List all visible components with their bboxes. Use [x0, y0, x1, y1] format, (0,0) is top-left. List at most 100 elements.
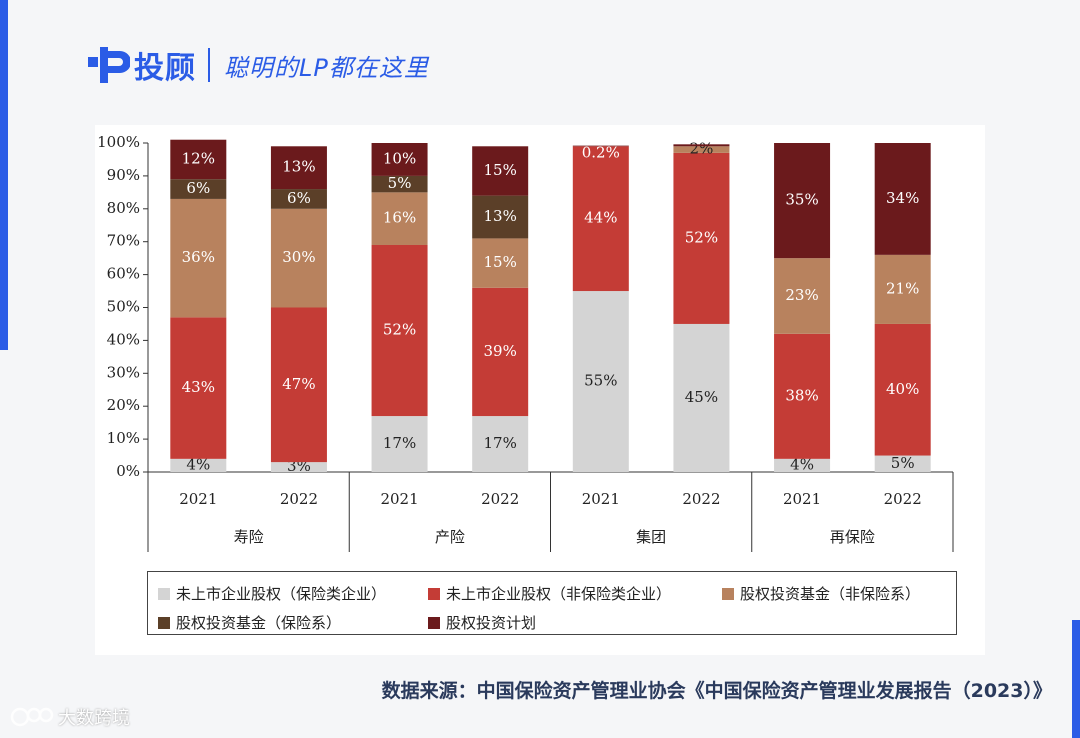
bar-data-label: 38%	[785, 386, 818, 404]
bar-segment	[673, 323, 730, 472]
bar-data-label: 23%	[785, 286, 818, 304]
bar-data-label: 15%	[484, 161, 517, 179]
chart-legend: 未上市企业股权（保险类企业） 未上市企业股权（非保险类企业） 股权投资基金（非保险系…	[147, 571, 957, 635]
legend-label: 股权投资基金（非保险系）	[740, 585, 921, 603]
watermark-text: 大数跨境	[58, 708, 130, 729]
y-tick-label: 0%	[116, 462, 140, 480]
bar-data-label: 40%	[886, 380, 919, 398]
bar-segment	[472, 287, 529, 417]
legend-item: 未上市企业股权（保险类企业）	[158, 583, 386, 604]
bar-data-label: 4%	[186, 455, 210, 473]
bar-segment	[270, 189, 327, 209]
watermark: 大数跨境	[10, 704, 130, 730]
bar-segment	[472, 416, 529, 472]
bar-segment	[270, 307, 327, 463]
bar-segment	[774, 258, 831, 334]
legend-item: 股权投资基金（保险系）	[158, 612, 341, 633]
bar-segment	[874, 254, 931, 324]
bar-segment	[673, 144, 730, 147]
data-source: 数据来源：中国保险资产管理业协会《中国保险资产管理业发展报告（2023）》	[381, 680, 1052, 702]
bar-data-label: 5%	[891, 454, 915, 472]
bar-data-label: 52%	[685, 228, 718, 246]
chart-panel: 0% 10% 20% 30% 40% 50% 60% 70% 80% 90% 100% 4% 43% 36…	[95, 125, 985, 655]
legend-item: 股权投资基金（非保险系）	[722, 583, 920, 604]
bar-segment	[170, 458, 227, 472]
header-slogan: 聪明的LP都在这里	[224, 53, 429, 82]
bar-segment	[572, 145, 629, 147]
legend-swatch	[428, 616, 440, 629]
bar-segment	[774, 143, 831, 259]
y-tick-label: 10%	[107, 429, 140, 447]
x-tick-label: 2022	[682, 490, 720, 508]
x-tick-label: 2022	[884, 490, 922, 508]
bar-data-label: 10%	[383, 149, 416, 167]
bar-segment	[270, 146, 327, 190]
legend-label: 未上市企业股权（保险类企业）	[176, 585, 387, 603]
brand-name: 投顾	[134, 51, 196, 86]
legend-label: 股权投资计划	[446, 614, 537, 632]
x-tick-label: 2021	[582, 490, 620, 508]
bar-segment	[170, 139, 227, 180]
x-group-label: 产险	[435, 528, 465, 546]
legend-label: 未上市企业股权（非保险类企业）	[446, 585, 672, 603]
watermark-logo-icon	[10, 707, 54, 727]
bar-segment	[472, 195, 529, 239]
bar-data-label: 47%	[282, 375, 315, 393]
header-divider	[208, 48, 210, 82]
bar-segment	[170, 198, 227, 318]
bar-segment	[874, 143, 931, 255]
x-tick-label: 2021	[179, 490, 217, 508]
legend-swatch	[428, 587, 440, 600]
bar-segment	[270, 462, 327, 472]
bar-segment	[170, 317, 227, 459]
legend-swatch	[722, 587, 734, 600]
page-header: 投顾 聪明的LP都在这里	[86, 40, 429, 90]
x-tick-label: 2021	[783, 490, 821, 508]
x-group-label: 寿险	[234, 528, 264, 546]
y-tick-label: 90%	[107, 166, 140, 184]
bar-data-label: 43%	[182, 378, 215, 396]
legend-item: 股权投资计划	[428, 612, 536, 633]
bar-segment	[371, 244, 428, 417]
bar-data-label: 44%	[584, 209, 617, 227]
y-tick-label: 60%	[107, 265, 140, 283]
bar-segment	[874, 455, 931, 472]
legend-item: 未上市企业股权（非保险类企业）	[428, 583, 671, 604]
bar-segment	[774, 458, 831, 472]
x-tick-label: 2022	[280, 490, 318, 508]
bar-segment	[472, 238, 529, 288]
bar-data-label: 21%	[886, 279, 919, 297]
x-group-label: 集团	[636, 528, 666, 546]
bar-segment	[874, 323, 931, 456]
bar-data-label: 45%	[685, 388, 718, 406]
bar-segment	[371, 192, 428, 245]
bar-data-label: 2%	[690, 140, 714, 158]
bar-data-label: 4%	[790, 455, 814, 473]
bar-segment	[673, 152, 730, 324]
bar-data-label: 15%	[484, 253, 517, 271]
bar-segment	[673, 146, 730, 153]
bar-data-label: 17%	[383, 434, 416, 452]
bar-data-label: 35%	[785, 191, 818, 209]
y-tick-label: 50%	[107, 298, 140, 316]
x-tick-label: 2021	[380, 490, 418, 508]
y-tick-label: 30%	[107, 363, 140, 381]
bar-segment	[572, 146, 629, 292]
bar-data-label: 6%	[287, 189, 311, 207]
bar-data-label: 17%	[484, 434, 517, 452]
bar-segment	[472, 146, 529, 196]
bar-segment	[774, 333, 831, 459]
bar-segment	[371, 416, 428, 472]
bar-data-label: 13%	[282, 158, 315, 176]
y-tick-label: 100%	[97, 133, 140, 151]
bar-data-label: 13%	[484, 207, 517, 225]
left-accent-bar	[0, 0, 8, 350]
bar-segment	[270, 208, 327, 308]
bar-segment	[371, 175, 428, 193]
stacked-bar-chart: 0% 10% 20% 30% 40% 50% 60% 70% 80% 90% 100% 4% 43% 36…	[97, 133, 954, 552]
legend-label: 股权投资基金（保险系）	[176, 614, 342, 632]
y-tick-label: 70%	[107, 232, 140, 250]
legend-swatch	[158, 616, 170, 629]
y-tick-label: 40%	[107, 330, 140, 348]
bar-data-label: 30%	[282, 248, 315, 266]
